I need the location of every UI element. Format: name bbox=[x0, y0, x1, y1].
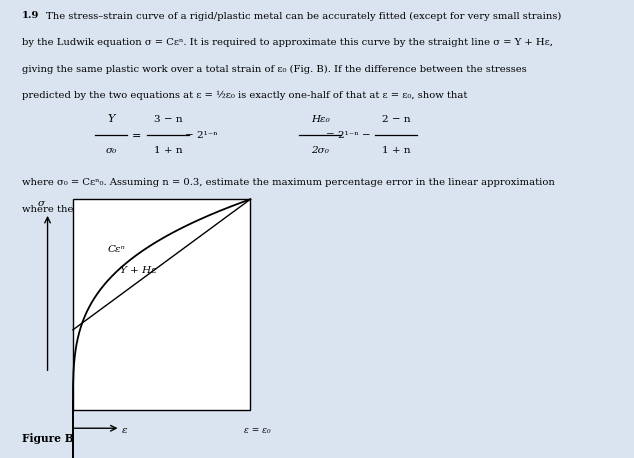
Text: = 2¹⁻ⁿ −: = 2¹⁻ⁿ − bbox=[326, 131, 370, 140]
Text: The stress–strain curve of a rigid/plastic metal can be accurately fitted (excep: The stress–strain curve of a rigid/plast… bbox=[46, 11, 562, 21]
Text: by the Ludwik equation σ = Cεⁿ. It is required to approximate this curve by the : by the Ludwik equation σ = Cεⁿ. It is re… bbox=[22, 38, 553, 47]
Text: Y + Hε: Y + Hε bbox=[120, 266, 157, 275]
Text: 1 + n: 1 + n bbox=[153, 146, 183, 155]
Text: =: = bbox=[132, 131, 141, 141]
Text: − 2¹⁻ⁿ: − 2¹⁻ⁿ bbox=[184, 131, 217, 140]
Text: σ: σ bbox=[37, 199, 44, 208]
Text: ε = ε₀: ε = ε₀ bbox=[244, 426, 271, 435]
Text: σ₀: σ₀ bbox=[105, 146, 117, 155]
Text: 2 − n: 2 − n bbox=[382, 114, 411, 124]
Bar bbox=[73, 199, 250, 410]
Text: 2σ₀: 2σ₀ bbox=[311, 146, 329, 155]
Text: Y: Y bbox=[107, 114, 115, 124]
Text: 1.9: 1.9 bbox=[22, 11, 39, 21]
Text: Cεⁿ: Cεⁿ bbox=[108, 245, 126, 254]
Text: Hε₀: Hε₀ bbox=[311, 114, 330, 124]
Text: 1 + n: 1 + n bbox=[382, 146, 411, 155]
Text: predicted by the two equations at ε = ½ε₀ is exactly one-half of that at ε = ε₀,: predicted by the two equations at ε = ½ε… bbox=[22, 91, 467, 100]
Text: where the straight line falls below the curve.: where the straight line falls below the … bbox=[22, 205, 250, 214]
Text: where σ₀ = Cεⁿ₀. Assuming n = 0.3, estimate the maximum percentage error in the : where σ₀ = Cεⁿ₀. Assuming n = 0.3, estim… bbox=[22, 178, 555, 187]
Text: ε: ε bbox=[122, 426, 128, 435]
Text: giving the same plastic work over a total strain of ε₀ (Fig. B). If the differen: giving the same plastic work over a tota… bbox=[22, 65, 527, 74]
Text: 3 − n: 3 − n bbox=[153, 114, 183, 124]
Text: Figure B: Figure B bbox=[22, 433, 74, 444]
